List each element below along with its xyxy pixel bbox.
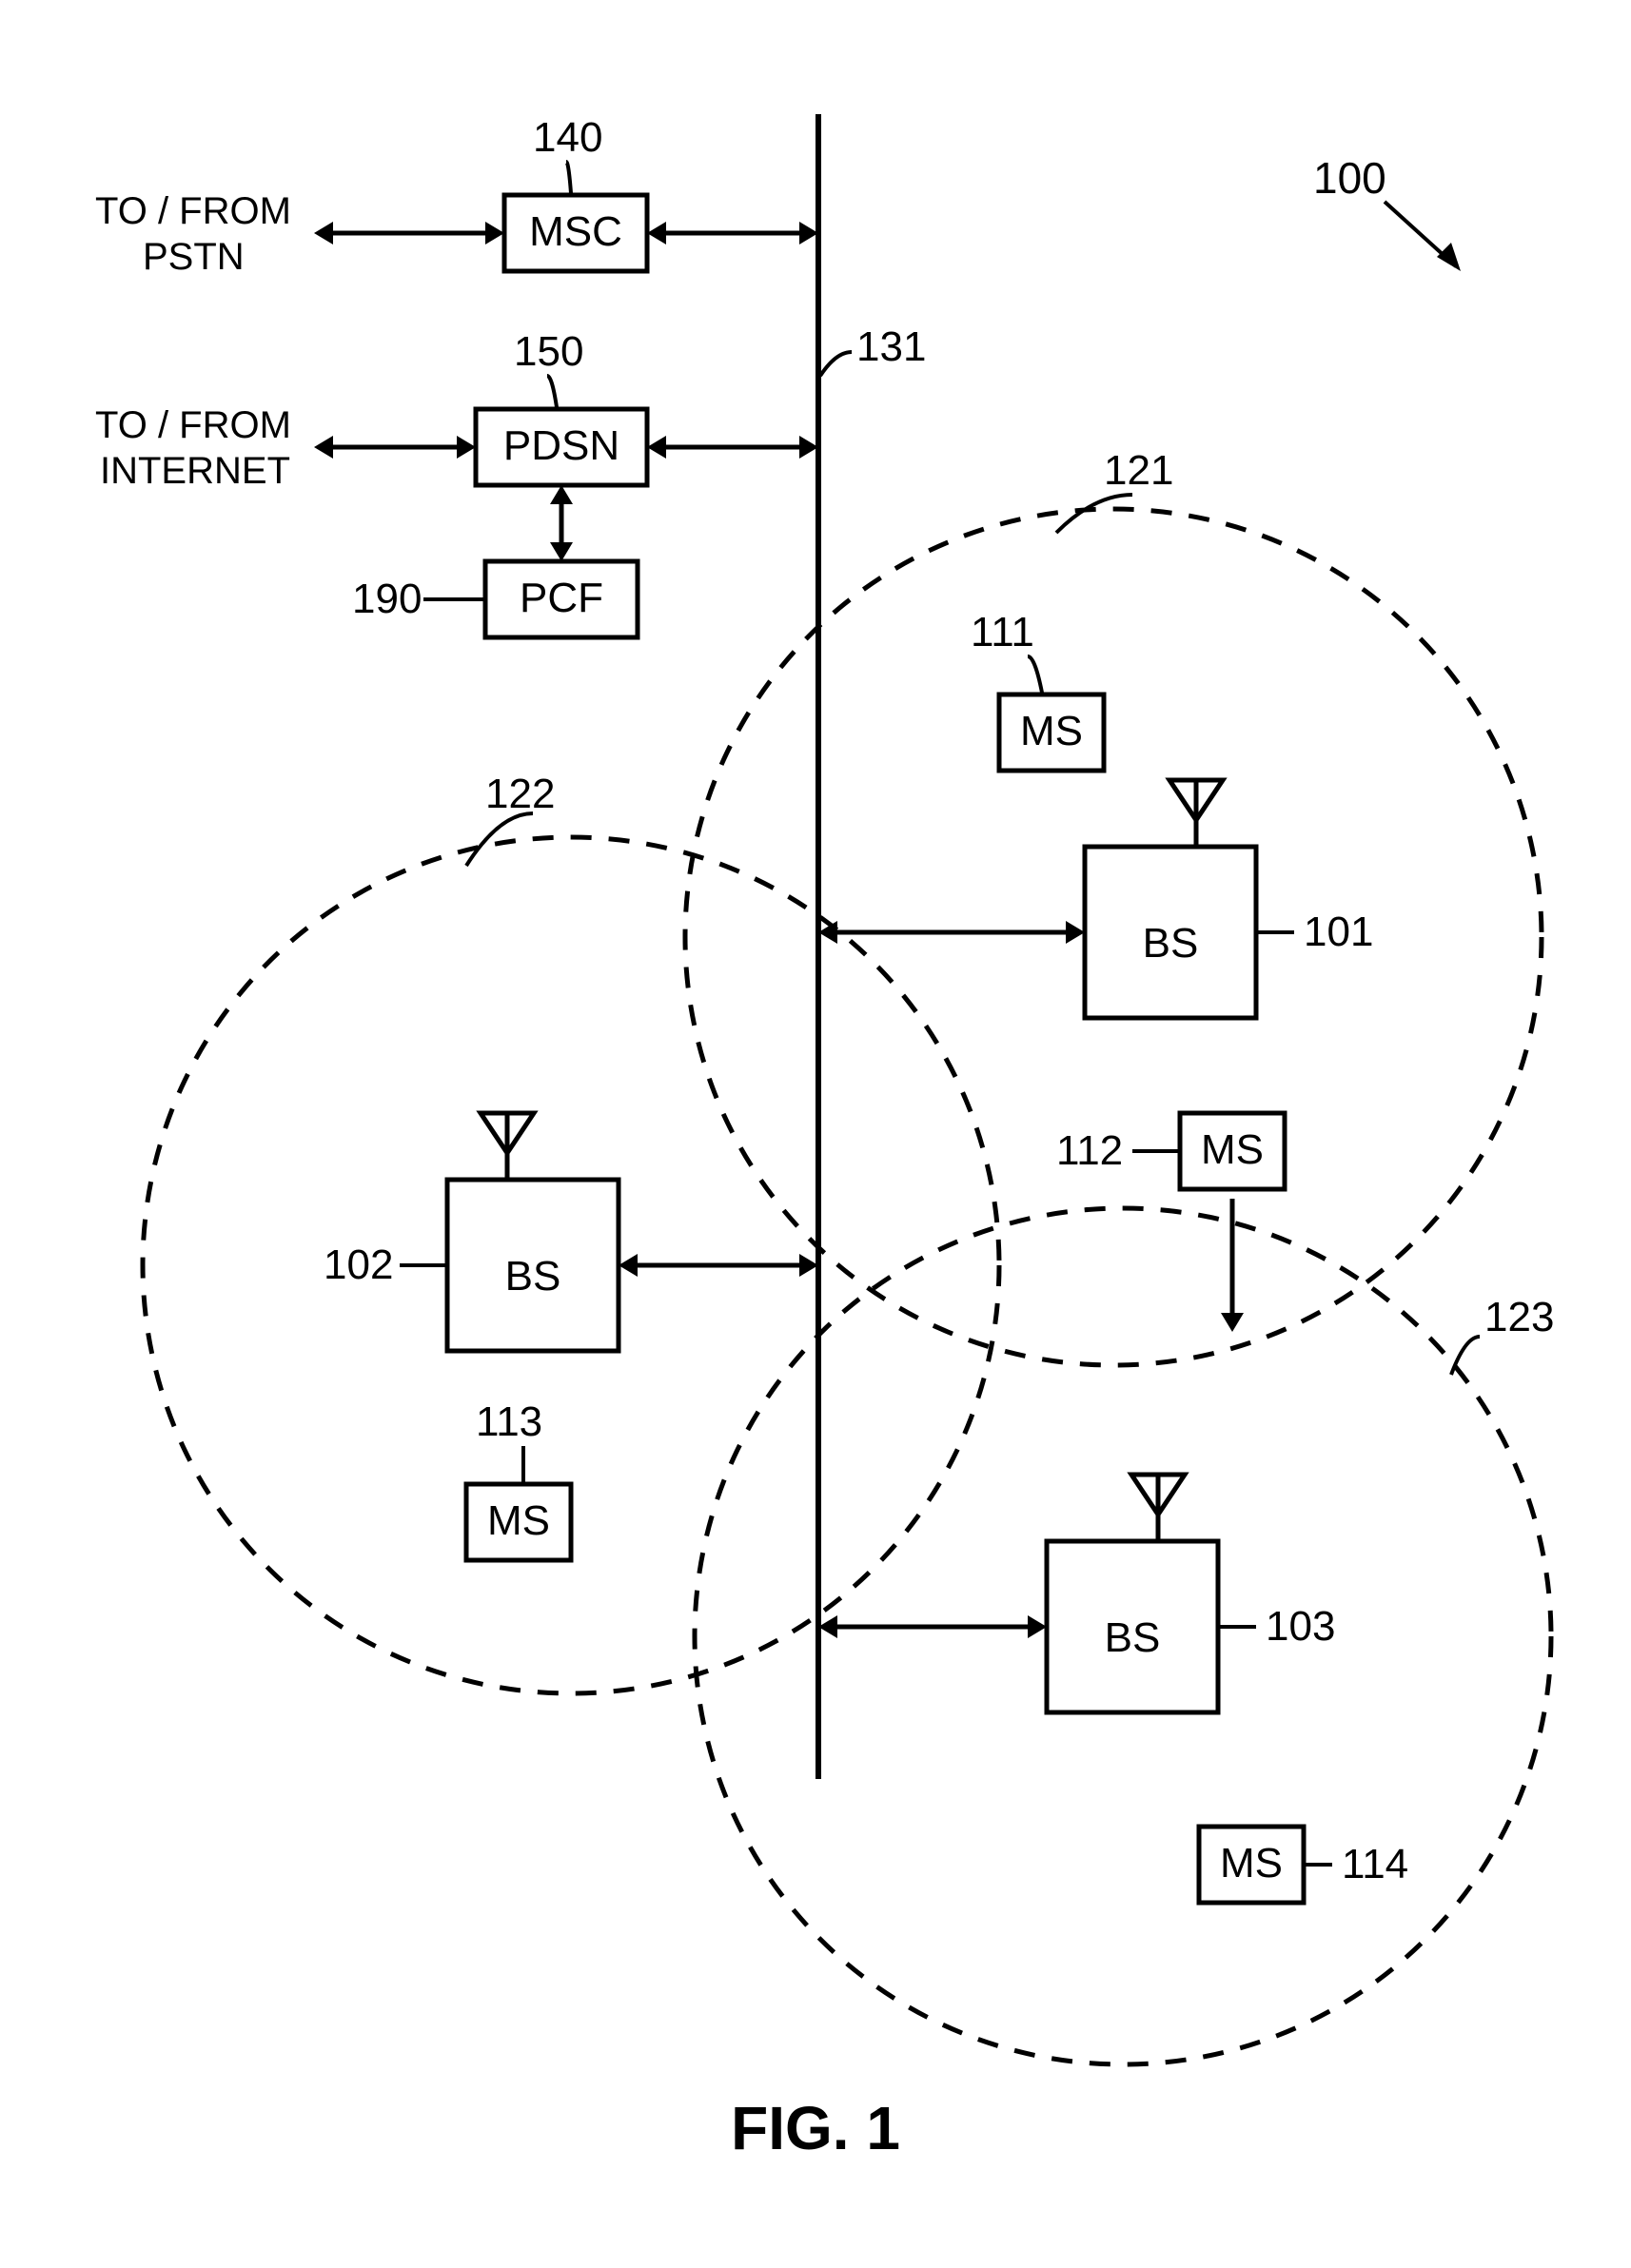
- ms113-label: MS: [466, 1497, 571, 1545]
- ref-131: 131: [856, 323, 926, 371]
- ref-100: 100: [1313, 152, 1386, 204]
- ref-113: 113: [476, 1398, 542, 1446]
- leader-150: [547, 376, 557, 407]
- bs1-label: BS: [1085, 920, 1256, 968]
- ref-123: 123: [1484, 1294, 1554, 1341]
- leader-122: [466, 813, 533, 866]
- figure-title: FIG. 1: [0, 2093, 1631, 2163]
- pdsn-label: PDSN: [476, 422, 647, 470]
- ref-101: 101: [1304, 909, 1373, 956]
- ref-190: 190: [352, 576, 422, 623]
- bs3-label: BS: [1047, 1614, 1218, 1662]
- pcf-label: PCF: [485, 575, 638, 622]
- ref-112: 112: [1056, 1127, 1123, 1175]
- ref-103: 103: [1266, 1603, 1335, 1651]
- ref-100-arrowhead: [1437, 243, 1461, 271]
- internet-label-line2: INTERNET: [100, 450, 290, 493]
- leader-140: [566, 162, 571, 193]
- ms114-label: MS: [1199, 1840, 1304, 1887]
- ref-140: 140: [533, 114, 602, 162]
- pstn-label-line1: TO / FROM: [95, 190, 291, 233]
- figure-1-diagram: FIG. 1 100 TO / FROM PSTN TO / FROM INTE…: [0, 0, 1631, 2268]
- ref-111: 111: [971, 609, 1034, 656]
- diagram-svg: [0, 0, 1631, 2268]
- leader-121: [1056, 495, 1132, 533]
- ref-122: 122: [485, 771, 555, 818]
- leader-111: [1028, 656, 1042, 693]
- leader-131: [820, 352, 852, 376]
- ref-102: 102: [324, 1242, 393, 1289]
- pstn-label-line2: PSTN: [143, 236, 245, 279]
- ms111-label: MS: [999, 708, 1104, 755]
- ms112-label: MS: [1180, 1126, 1285, 1174]
- bs2-label: BS: [447, 1253, 619, 1300]
- ref-121: 121: [1104, 447, 1173, 495]
- ref-114: 114: [1342, 1841, 1408, 1888]
- ref-150: 150: [514, 328, 583, 376]
- msc-label: MSC: [504, 208, 647, 256]
- internet-label-line1: TO / FROM: [95, 404, 291, 447]
